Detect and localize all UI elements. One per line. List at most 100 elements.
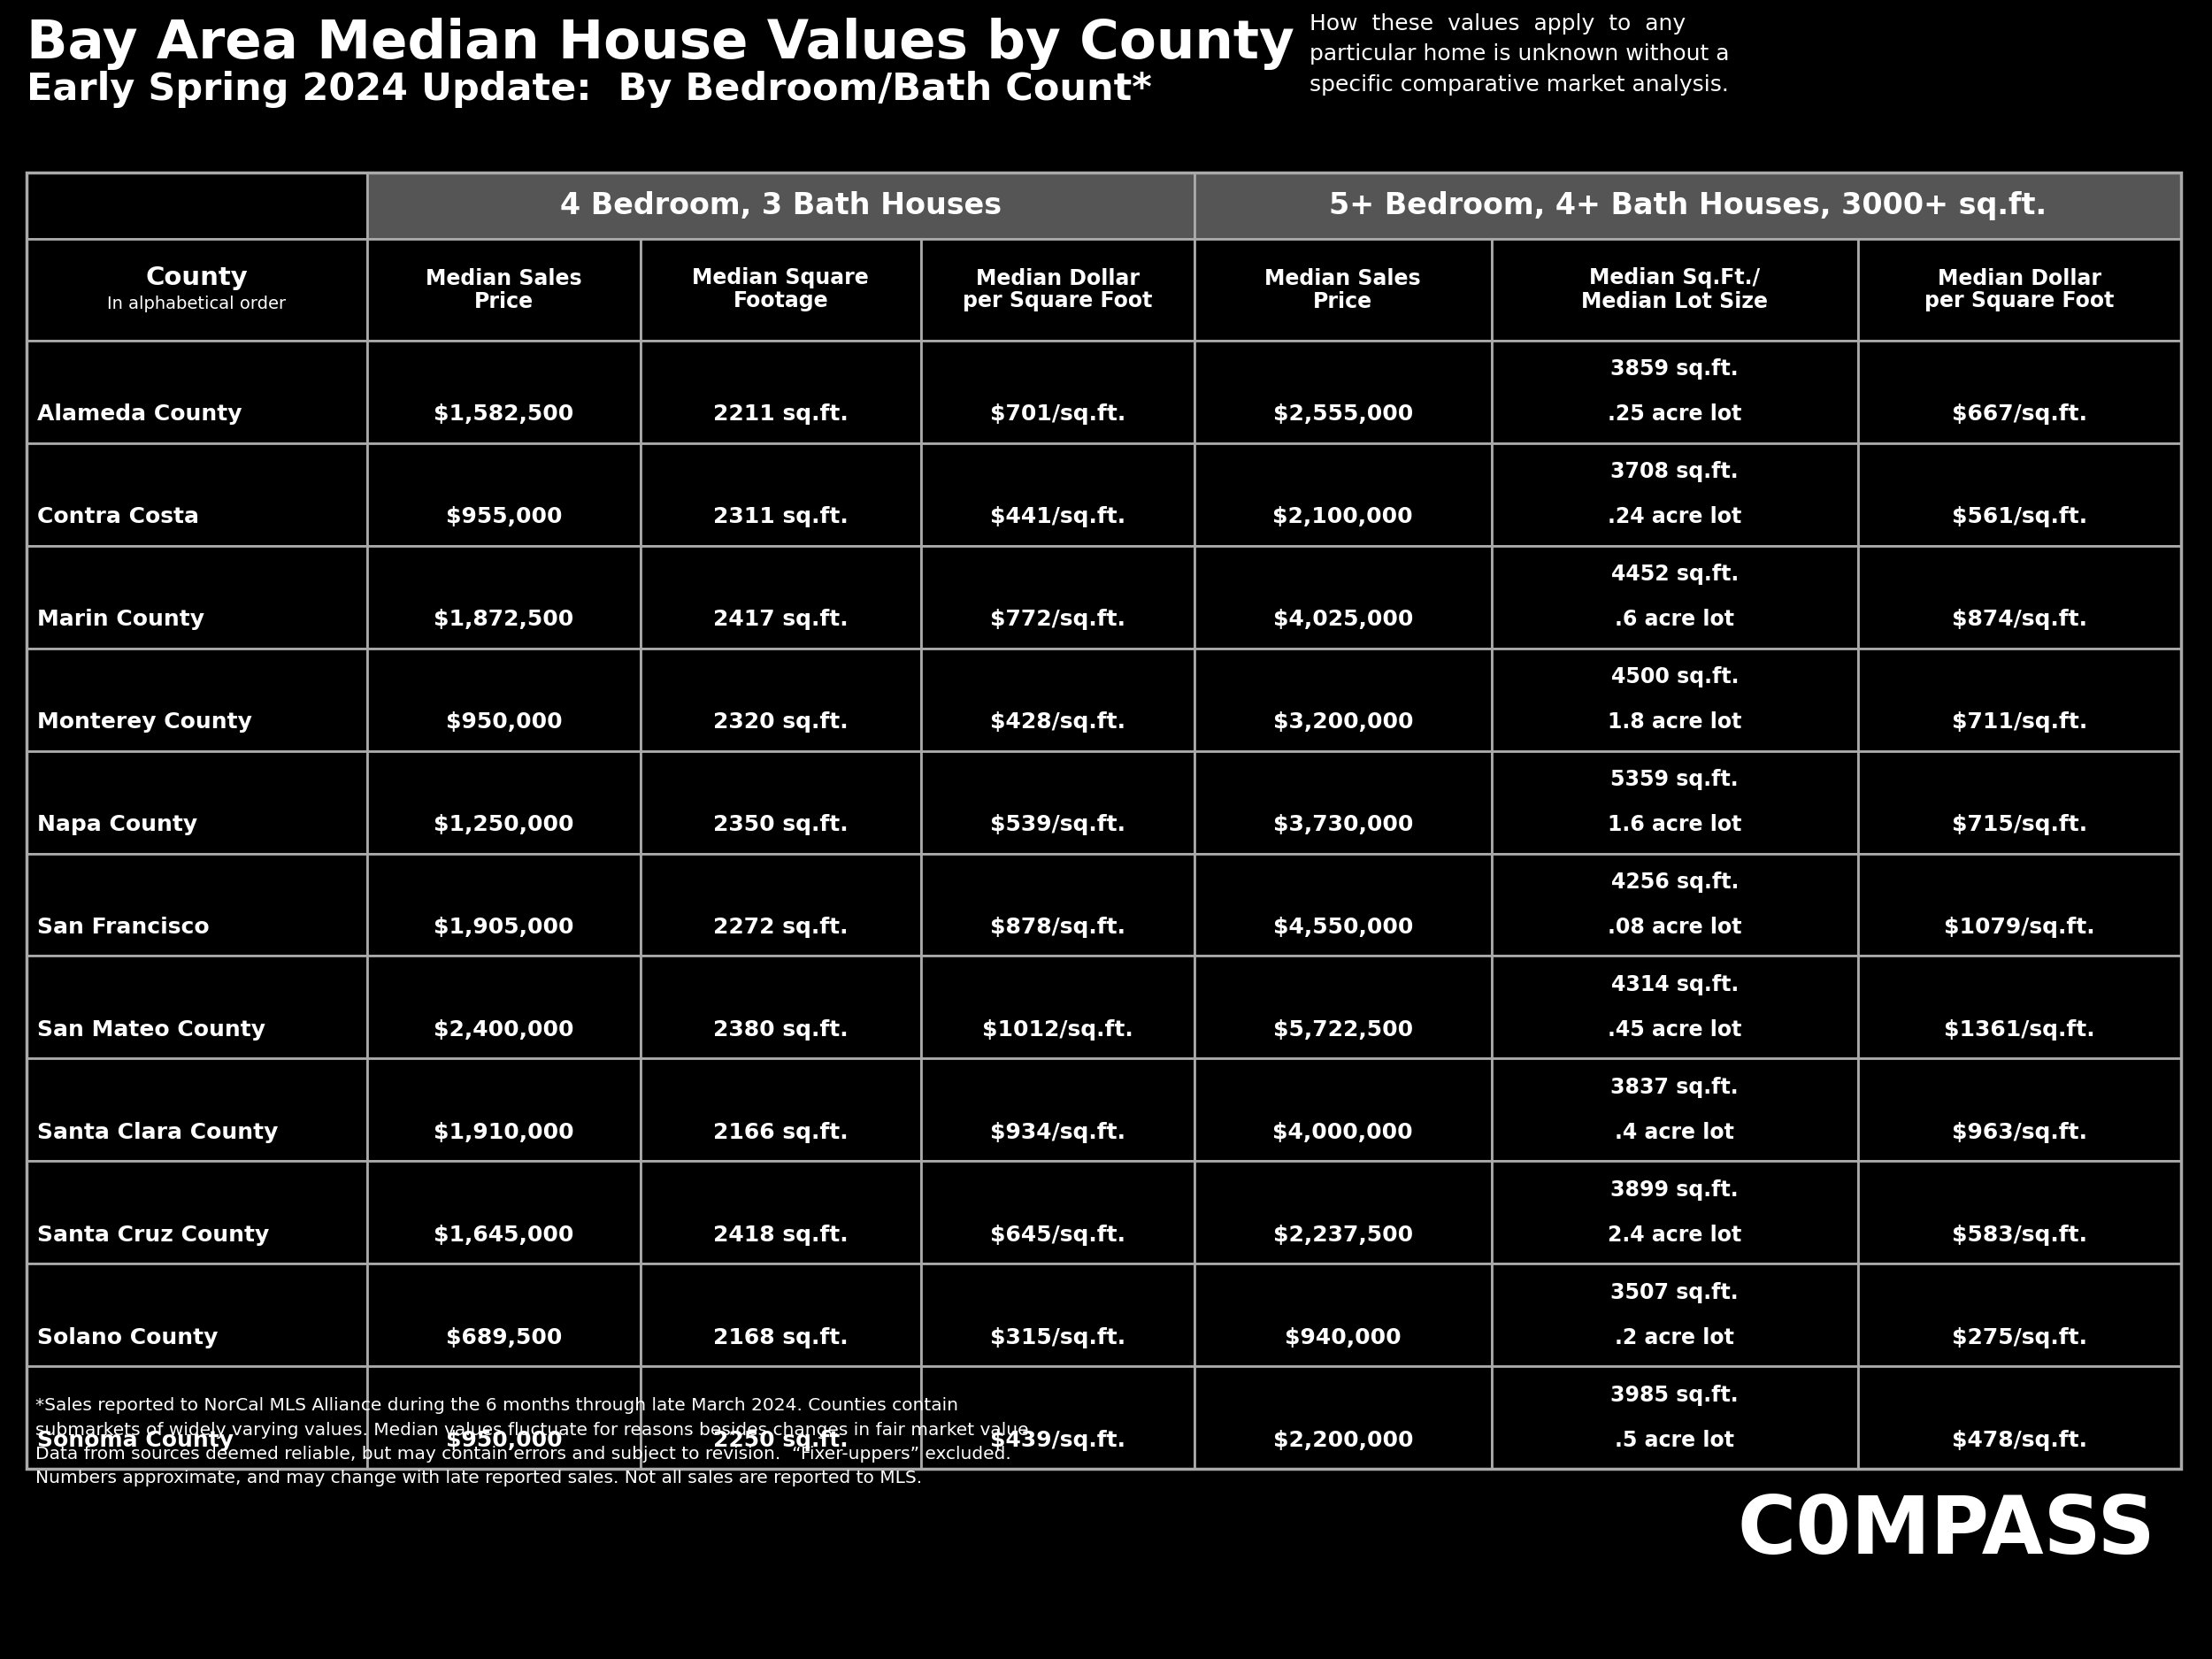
Text: $645/sq.ft.: $645/sq.ft.: [989, 1224, 1126, 1246]
Bar: [27, 340, 367, 443]
Text: 3837 sq.ft.: 3837 sq.ft.: [1610, 1077, 1739, 1098]
Bar: [1194, 956, 1491, 1058]
Bar: [367, 340, 641, 443]
Text: .08 acre lot: .08 acre lot: [1608, 917, 1741, 937]
Bar: [920, 1367, 1194, 1468]
Text: 2211 sq.ft.: 2211 sq.ft.: [712, 403, 847, 425]
Text: $1079/sq.ft.: $1079/sq.ft.: [1944, 917, 2095, 937]
Text: $772/sq.ft.: $772/sq.ft.: [989, 609, 1126, 630]
Text: $1012/sq.ft.: $1012/sq.ft.: [982, 1019, 1133, 1040]
Text: Median Lot Size: Median Lot Size: [1582, 290, 1767, 312]
Text: Median Sales: Median Sales: [425, 267, 582, 289]
Bar: [1858, 443, 2181, 546]
Text: Median Dollar: Median Dollar: [975, 267, 1139, 289]
Bar: [27, 1367, 367, 1468]
Text: $441/sq.ft.: $441/sq.ft.: [989, 506, 1126, 528]
Bar: [920, 546, 1194, 649]
Text: $478/sq.ft.: $478/sq.ft.: [1951, 1430, 2088, 1450]
Bar: [27, 1058, 367, 1161]
Bar: [27, 173, 367, 239]
Text: Sonoma County: Sonoma County: [38, 1430, 234, 1450]
Bar: [1491, 443, 1858, 546]
Text: $2,100,000: $2,100,000: [1272, 506, 1413, 528]
Bar: [641, 546, 920, 649]
Text: $439/sq.ft.: $439/sq.ft.: [989, 1430, 1126, 1450]
Text: 1.6 acre lot: 1.6 acre lot: [1608, 815, 1741, 836]
Text: 4314 sq.ft.: 4314 sq.ft.: [1610, 974, 1739, 995]
Text: $950,000: $950,000: [445, 1430, 562, 1450]
Text: 3507 sq.ft.: 3507 sq.ft.: [1610, 1282, 1739, 1302]
Bar: [641, 443, 920, 546]
Bar: [367, 546, 641, 649]
Text: Santa Cruz County: Santa Cruz County: [38, 1224, 270, 1246]
Bar: [367, 649, 641, 752]
Text: Bay Area Median House Values by County: Bay Area Median House Values by County: [27, 18, 1294, 70]
Bar: [27, 956, 367, 1058]
Text: $4,025,000: $4,025,000: [1272, 609, 1413, 630]
Bar: [1491, 239, 1858, 340]
Text: $874/sq.ft.: $874/sq.ft.: [1951, 609, 2088, 630]
Text: Napa County: Napa County: [38, 815, 197, 836]
Text: $275/sq.ft.: $275/sq.ft.: [1951, 1327, 2088, 1349]
Text: $1,250,000: $1,250,000: [434, 815, 573, 836]
Text: 2.4 acre lot: 2.4 acre lot: [1608, 1224, 1741, 1246]
Bar: [367, 443, 641, 546]
Text: 3985 sq.ft.: 3985 sq.ft.: [1610, 1384, 1739, 1405]
Bar: [367, 239, 641, 340]
Bar: [27, 853, 367, 956]
Text: .4 acre lot: .4 acre lot: [1615, 1121, 1734, 1143]
Text: 4 Bedroom, 3 Bath Houses: 4 Bedroom, 3 Bath Houses: [560, 191, 1002, 221]
Bar: [920, 443, 1194, 546]
Text: $955,000: $955,000: [445, 506, 562, 528]
Text: Median Sq.Ft./: Median Sq.Ft./: [1588, 267, 1761, 289]
Bar: [1491, 1058, 1858, 1161]
Bar: [1194, 239, 1491, 340]
Bar: [1491, 956, 1858, 1058]
Text: 2380 sq.ft.: 2380 sq.ft.: [712, 1019, 847, 1040]
Text: 2350 sq.ft.: 2350 sq.ft.: [712, 815, 847, 836]
Text: 5359 sq.ft.: 5359 sq.ft.: [1610, 770, 1739, 790]
Text: $315/sq.ft.: $315/sq.ft.: [989, 1327, 1126, 1349]
Bar: [367, 956, 641, 1058]
Bar: [920, 752, 1194, 853]
Text: $701/sq.ft.: $701/sq.ft.: [989, 403, 1126, 425]
Text: Median Dollar: Median Dollar: [1938, 267, 2101, 289]
Text: $940,000: $940,000: [1285, 1327, 1400, 1349]
Text: 4500 sq.ft.: 4500 sq.ft.: [1610, 667, 1739, 687]
Bar: [1491, 1264, 1858, 1367]
Text: $2,555,000: $2,555,000: [1272, 403, 1413, 425]
Text: 2168 sq.ft.: 2168 sq.ft.: [712, 1327, 847, 1349]
Bar: [27, 173, 2181, 1468]
Bar: [367, 752, 641, 853]
Bar: [641, 1058, 920, 1161]
Text: In alphabetical order: In alphabetical order: [108, 295, 285, 312]
Text: .6 acre lot: .6 acre lot: [1615, 609, 1734, 630]
Text: $583/sq.ft.: $583/sq.ft.: [1951, 1224, 2088, 1246]
Bar: [1858, 1367, 2181, 1468]
Bar: [641, 649, 920, 752]
Text: 2272 sq.ft.: 2272 sq.ft.: [712, 917, 847, 937]
Text: $1,645,000: $1,645,000: [434, 1224, 573, 1246]
Bar: [367, 173, 1194, 239]
Text: $5,722,500: $5,722,500: [1272, 1019, 1413, 1040]
Bar: [27, 649, 367, 752]
Text: 5+ Bedroom, 4+ Bath Houses, 3000+ sq.ft.: 5+ Bedroom, 4+ Bath Houses, 3000+ sq.ft.: [1329, 191, 2046, 221]
Bar: [367, 853, 641, 956]
Bar: [27, 239, 367, 340]
Bar: [1858, 956, 2181, 1058]
Text: 3708 sq.ft.: 3708 sq.ft.: [1610, 461, 1739, 483]
Bar: [27, 1264, 367, 1367]
Text: 2311 sq.ft.: 2311 sq.ft.: [712, 506, 847, 528]
Text: $878/sq.ft.: $878/sq.ft.: [989, 917, 1126, 937]
Bar: [1858, 752, 2181, 853]
Bar: [1858, 340, 2181, 443]
Bar: [1194, 443, 1491, 546]
Bar: [1194, 340, 1491, 443]
Bar: [920, 853, 1194, 956]
Text: $561/sq.ft.: $561/sq.ft.: [1951, 506, 2088, 528]
Bar: [1194, 1367, 1491, 1468]
Bar: [1858, 239, 2181, 340]
Bar: [1194, 173, 2181, 239]
Text: $3,200,000: $3,200,000: [1272, 712, 1413, 733]
Text: Solano County: Solano County: [38, 1327, 219, 1349]
